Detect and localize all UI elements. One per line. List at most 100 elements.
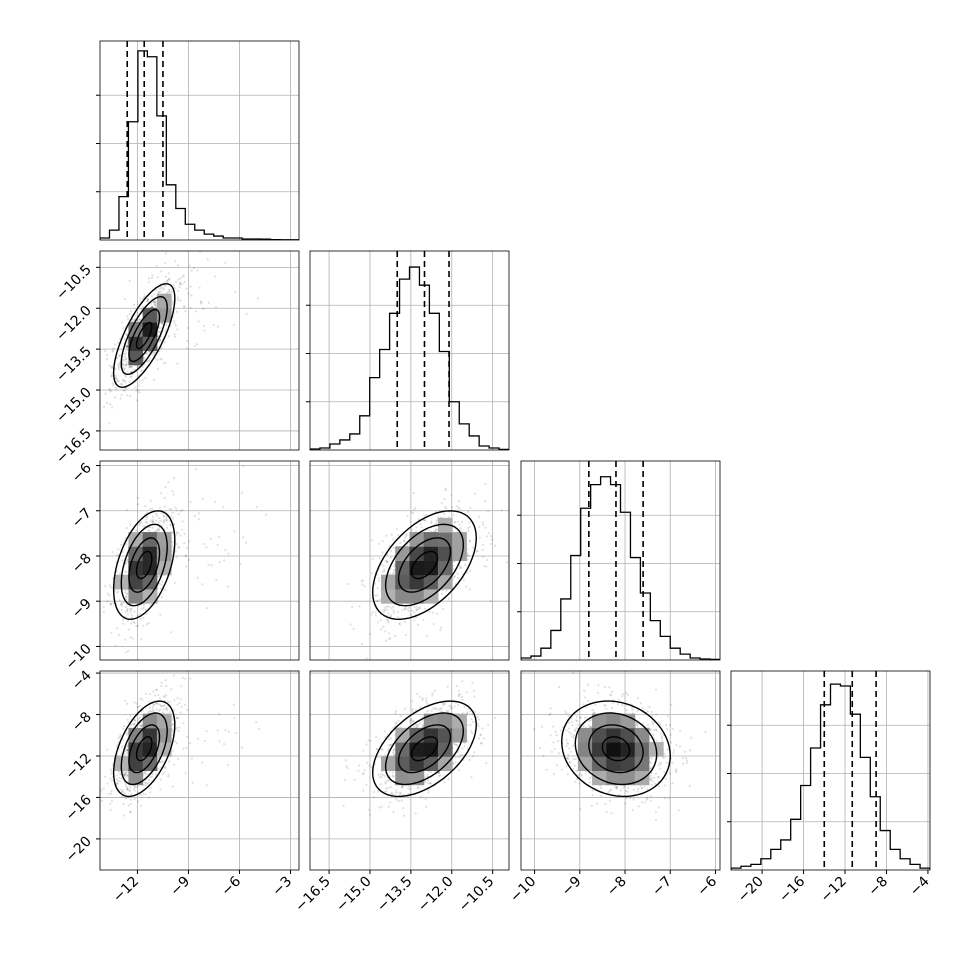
scatter-point	[124, 783, 127, 786]
scatter-point	[116, 554, 119, 557]
scatter-point	[205, 546, 208, 549]
scatter-point	[147, 796, 150, 799]
scatter-point	[109, 792, 112, 795]
scatter-point	[126, 748, 129, 751]
scatter-point	[227, 730, 231, 733]
scatter-point	[125, 595, 128, 598]
scatter-point	[121, 363, 125, 367]
scatter-point	[116, 744, 119, 747]
scatter-point	[439, 628, 442, 632]
scatter-point	[115, 627, 119, 630]
scatter-point	[403, 539, 406, 542]
scatter-point	[205, 729, 208, 733]
scatter-point	[454, 756, 457, 759]
scatter-point	[578, 782, 581, 785]
scatter-point	[210, 450, 212, 452]
density-cell	[142, 727, 158, 743]
scatter-point	[136, 705, 139, 709]
scatter-point	[124, 792, 127, 795]
scatter-point	[376, 594, 379, 597]
scatter-point	[178, 281, 182, 284]
scatter-point	[124, 375, 127, 378]
scatter-point	[151, 515, 155, 518]
scatter-point	[202, 307, 205, 310]
scatter-point	[153, 300, 157, 303]
scatter-point	[129, 810, 132, 813]
scatter-point	[183, 305, 186, 308]
scatter-point	[415, 692, 419, 696]
scatter-point	[383, 790, 386, 793]
density-cell	[423, 727, 439, 743]
scatter-point	[126, 744, 129, 747]
scatter-point	[160, 322, 164, 325]
scatter-point	[149, 603, 152, 607]
scatter-point	[162, 286, 165, 290]
scatter-point	[404, 606, 407, 609]
scatter-point	[123, 772, 126, 775]
scatter-point	[459, 753, 462, 757]
panel-hist-1	[306, 250, 510, 451]
scatter-point	[164, 589, 167, 592]
scatter-point	[235, 731, 238, 735]
scatter-point	[111, 372, 114, 375]
scatter-point	[127, 796, 130, 799]
scatter-point	[362, 789, 365, 792]
scatter-point	[116, 782, 119, 785]
scatter-point	[445, 507, 448, 510]
scatter-point	[406, 543, 409, 546]
density-cell	[156, 546, 172, 561]
scatter-point	[129, 310, 133, 313]
scatter-point	[203, 329, 206, 332]
scatter-point	[376, 789, 380, 793]
scatter-point	[505, 561, 509, 564]
scatter-point	[203, 739, 206, 743]
scatter-point	[155, 514, 158, 517]
scatter-point	[407, 606, 411, 609]
scatter-point	[124, 615, 127, 618]
scatter-point	[167, 334, 171, 338]
scatter-point	[135, 529, 138, 532]
scatter-point	[478, 525, 481, 528]
y-tick-label: −9	[69, 596, 95, 622]
scatter-point	[70, 789, 72, 791]
scatter-point	[439, 626, 443, 629]
scatter-point	[365, 743, 368, 746]
scatter-point	[403, 607, 406, 610]
scatter-point	[160, 761, 163, 764]
scatter-point	[457, 693, 460, 697]
contour-1-sigma	[128, 537, 161, 593]
scatter-point	[389, 737, 392, 740]
scatter-point	[382, 564, 385, 568]
density-cell	[128, 560, 144, 576]
scatter-point	[607, 790, 610, 794]
scatter-point	[145, 521, 148, 524]
scatter-point	[460, 520, 464, 523]
scatter-point	[375, 599, 379, 602]
contour-0_5-sigma	[410, 736, 439, 762]
scatter-point	[380, 628, 383, 631]
scatter-point	[399, 714, 402, 718]
scatter-point	[402, 806, 405, 810]
scatter-point	[418, 720, 422, 723]
scatter-point	[458, 755, 461, 759]
scatter-point	[475, 550, 478, 553]
scatter-point	[125, 731, 128, 734]
scatter-point	[138, 380, 141, 383]
scatter-point	[469, 730, 473, 733]
scatter-point	[171, 723, 174, 726]
scatter-point	[138, 716, 142, 719]
scatter-point	[111, 382, 114, 385]
scatter-point	[124, 785, 128, 788]
scatter-point	[170, 631, 173, 634]
scatter-point	[381, 570, 384, 573]
scatter-point	[140, 607, 143, 610]
scatter-point	[176, 296, 180, 299]
scatter-point	[138, 391, 141, 394]
scatter-point	[541, 725, 544, 728]
scatter-point	[130, 365, 134, 368]
scatter-point	[149, 519, 152, 522]
scatter-point	[154, 303, 157, 306]
scatter-point	[117, 380, 121, 383]
density-cell	[409, 756, 425, 771]
